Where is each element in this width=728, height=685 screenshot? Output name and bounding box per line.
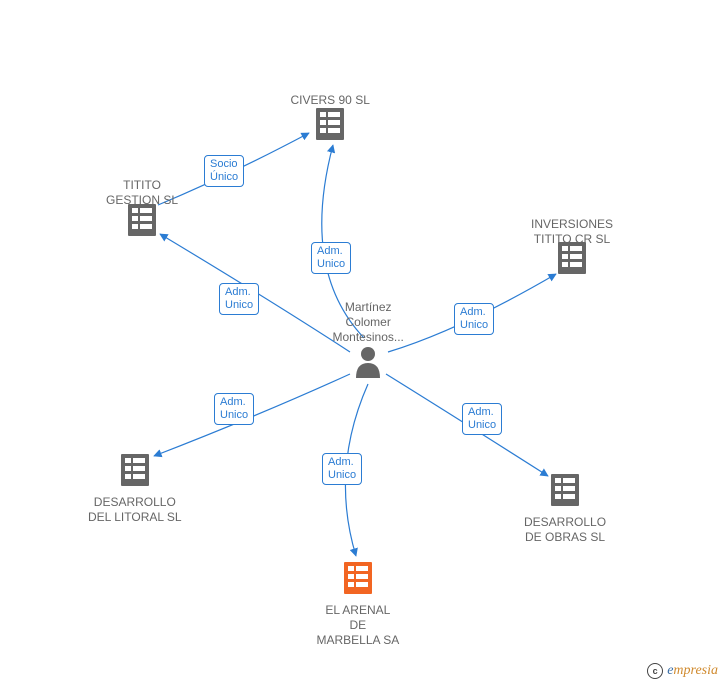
node-label-arenal: EL ARENAL DE MARBELLA SA: [317, 603, 400, 648]
node-label-civers: CIVERS 90 SL: [291, 93, 370, 108]
building-icon-arenal: [344, 562, 372, 594]
node-label-desarrollo_obras: DESARROLLO DE OBRAS SL: [524, 515, 606, 545]
edge-label-e_inversiones: Adm. Unico: [454, 303, 494, 335]
edge-label-e_desarrollo_litoral: Adm. Unico: [214, 393, 254, 425]
node-label-titito_gestion: TITITO GESTION SL: [106, 178, 178, 208]
person-icon: [356, 347, 380, 378]
node-label-inversiones: INVERSIONES TITITO CR SL: [531, 217, 613, 247]
footer: c empresia: [647, 663, 718, 679]
copyright-icon: c: [647, 663, 663, 679]
brand-label: empresia: [667, 663, 718, 679]
building-icon-desarrollo_litoral: [121, 454, 149, 486]
edge-label-e_desarrollo_obras: Adm. Unico: [462, 403, 502, 435]
edge-label-e_socio: Socio Único: [204, 155, 244, 187]
edge-label-e_titito_gestion: Adm. Unico: [219, 283, 259, 315]
node-label-desarrollo_litoral: DESARROLLO DEL LITORAL SL: [88, 495, 182, 525]
building-icon-civers: [316, 108, 344, 140]
edge-label-e_civers: Adm. Unico: [311, 242, 351, 274]
building-icon-titito_gestion: [128, 204, 156, 236]
edge-label-e_arenal: Adm. Unico: [322, 453, 362, 485]
node-label-person: Martínez Colomer Montesinos...: [333, 300, 404, 345]
building-icon-desarrollo_obras: [551, 474, 579, 506]
